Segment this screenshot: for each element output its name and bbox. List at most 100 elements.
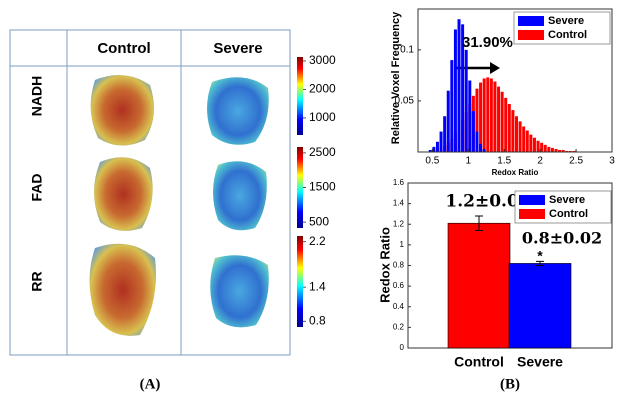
histogram-bar: [515, 116, 518, 152]
histogram-bar: [457, 19, 461, 153]
legend-label: Severe: [548, 15, 584, 27]
histogram-bar: [500, 91, 504, 152]
y-tick-label: 0: [400, 343, 405, 352]
histogram-bar: [482, 78, 486, 152]
histogram-bar: [497, 86, 501, 152]
colorbar-tick-label: 1000: [309, 110, 336, 124]
colorbar-tick-label: 1500: [309, 180, 336, 194]
x-tick-label: 1: [466, 156, 472, 167]
annotation: 31.90%: [462, 34, 513, 51]
histogram-bar: [453, 29, 457, 152]
bar: [508, 263, 572, 349]
row-label: RR: [29, 271, 45, 291]
x-tick-label: 3: [609, 156, 615, 167]
x-tick-label: Severe: [517, 354, 563, 370]
axes-box: [417, 8, 613, 153]
column-header: Severe: [213, 40, 262, 57]
histogram-bar: [568, 150, 572, 152]
histogram-bar: [464, 49, 468, 152]
histogram-bar: [482, 148, 486, 152]
heart-images: [89, 75, 269, 336]
x-tick-label: 1.5: [497, 156, 511, 167]
histogram-bar: [468, 80, 472, 152]
histogram-bar: [446, 90, 450, 152]
histogram-bar: [507, 103, 511, 152]
histogram-bar: [475, 131, 479, 152]
histogram-bar: [493, 81, 497, 152]
y-tick-label: 0.1: [400, 44, 414, 55]
y-tick-label: 1.2: [393, 219, 405, 228]
histogram-bar: [479, 143, 483, 152]
colorbar-tick-label: 1.4: [309, 279, 326, 293]
histogram-bar: [558, 149, 562, 152]
histogram-bar: [536, 140, 540, 152]
histogram-bar: [439, 131, 443, 152]
histogram-bar: [461, 24, 465, 153]
value-label: 0.8±0.02: [522, 229, 602, 248]
histogram-bar: [561, 149, 565, 152]
histogram-bar: [543, 144, 547, 152]
significance-mark: *: [537, 248, 543, 264]
histogram-bar: [547, 146, 551, 152]
histogram-bar: [428, 149, 432, 152]
colorbar-tick-label: 0.8: [309, 313, 326, 327]
y-tick-label: 1.4: [393, 199, 405, 208]
colorbar: [297, 236, 303, 327]
colorbar-tick-label: 500: [309, 214, 329, 228]
histogram-bar: [435, 141, 439, 152]
histogram-bar: [432, 146, 436, 152]
colorbar-tick-label: 2500: [309, 145, 336, 159]
legend-label: Severe: [549, 194, 585, 206]
histogram-bar: [525, 130, 529, 152]
colorbar: [297, 57, 303, 135]
row-label: FAD: [29, 174, 45, 202]
histogram-bar: [540, 142, 544, 152]
histogram-bar: [565, 150, 569, 152]
x-tick-label: 2.5: [569, 156, 583, 167]
y-tick-label: 0.8: [393, 261, 405, 270]
column-header: Control: [97, 40, 150, 57]
error-bar: [536, 260, 544, 266]
histogram-bar: [471, 111, 475, 152]
histogram-bar: [572, 150, 576, 152]
y-axis-label: Relative Voxel Frequency: [390, 11, 402, 144]
histogram-bar: [486, 77, 490, 152]
y-tick-label: 0.4: [393, 302, 405, 311]
y-tick-label: 1.6: [393, 178, 405, 187]
y-tick-label: 1: [400, 240, 405, 249]
legend-label: Control: [549, 208, 588, 220]
image-table: [9, 29, 291, 356]
histogram-bar: [522, 126, 526, 152]
y-axis-label: Redox Ratio: [377, 227, 392, 303]
x-tick-label: Control: [454, 354, 504, 370]
histogram-bar: [504, 97, 508, 152]
legend-swatch: [519, 209, 545, 219]
bar: [447, 222, 511, 349]
histogram-bar: [554, 148, 558, 152]
error-bar: [475, 215, 483, 231]
histogram-bar: [475, 88, 479, 152]
legend-label: Control: [548, 29, 587, 41]
histogram-bar: [550, 147, 554, 152]
colorbar-tick-label: 3000: [309, 53, 336, 67]
colorbar-tick-label: 2000: [309, 82, 336, 96]
colorbar: [297, 147, 303, 228]
row-label: NADH: [29, 76, 45, 116]
legend-swatch: [518, 30, 544, 40]
y-tick-label: 0.2: [393, 322, 405, 331]
x-tick-label: 2: [537, 156, 543, 167]
histogram-bar: [529, 134, 533, 152]
histogram-bar: [532, 137, 536, 152]
histogram-bar: [443, 116, 447, 152]
legend-swatch: [518, 16, 544, 26]
value-label: 1.2±0.07: [445, 192, 530, 212]
legend-swatch: [519, 195, 545, 205]
x-tick-label: 0.5: [425, 156, 439, 167]
colorbar-tick-label: 2.2: [309, 234, 326, 248]
panel-label: (A): [140, 376, 161, 392]
y-tick-label: 0.6: [393, 281, 405, 290]
y-tick-label: 0.05: [395, 96, 415, 107]
histogram-bar: [479, 82, 483, 152]
panel-label: (B): [500, 376, 520, 392]
